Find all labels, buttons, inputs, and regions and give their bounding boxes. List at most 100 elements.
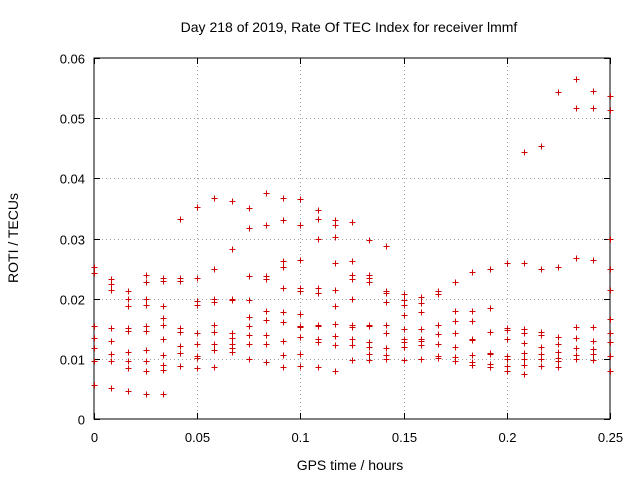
data-point — [143, 368, 150, 375]
data-point — [297, 222, 304, 229]
data-point — [521, 260, 528, 267]
data-point — [607, 368, 614, 375]
data-point — [555, 364, 562, 371]
data-point — [315, 364, 322, 371]
y-axis-label: ROTI / TECUs — [5, 193, 21, 283]
x-tick-label: 0.05 — [185, 430, 210, 445]
data-point — [366, 357, 373, 364]
data-point — [521, 371, 528, 378]
data-point — [383, 290, 390, 297]
y-tick-label: 0.05 — [60, 112, 85, 127]
data-point — [487, 266, 494, 273]
data-point — [452, 330, 459, 337]
data-point — [297, 196, 304, 203]
data-point — [469, 308, 476, 315]
data-point — [332, 234, 339, 241]
data-point — [332, 368, 339, 375]
data-point — [177, 216, 184, 223]
data-point — [401, 291, 408, 298]
data-point — [590, 324, 597, 331]
data-point — [590, 357, 597, 364]
data-point — [469, 352, 476, 359]
data-point — [246, 273, 253, 280]
data-point — [521, 350, 528, 357]
data-point — [332, 222, 339, 229]
data-point — [263, 222, 270, 229]
data-point — [91, 270, 98, 277]
data-point — [469, 337, 476, 344]
data-point — [177, 343, 184, 350]
data-point — [229, 335, 236, 342]
data-point — [418, 342, 425, 349]
data-point — [263, 308, 270, 315]
data-point — [435, 355, 442, 362]
data-point — [573, 356, 580, 363]
data-point — [246, 341, 253, 348]
data-point — [263, 359, 270, 366]
data-point — [211, 195, 218, 202]
data-point — [383, 356, 390, 363]
data-point — [194, 204, 201, 211]
data-point — [452, 344, 459, 351]
data-point — [297, 288, 304, 295]
data-point — [555, 349, 562, 356]
data-point — [590, 351, 597, 358]
data-point — [263, 276, 270, 283]
data-point — [315, 236, 322, 243]
data-point — [555, 358, 562, 365]
data-point — [194, 365, 201, 372]
data-point — [573, 324, 580, 331]
data-point — [143, 347, 150, 354]
data-point — [349, 342, 356, 349]
data-point — [349, 336, 356, 343]
data-point — [607, 287, 614, 294]
data-point — [246, 314, 253, 321]
data-point — [160, 352, 167, 359]
data-point — [590, 88, 597, 95]
data-point — [521, 330, 528, 337]
data-point — [108, 287, 115, 294]
y-tick-label: 0.03 — [60, 233, 85, 248]
chart-title: Day 218 of 2019, Rate Of TEC Index for r… — [181, 19, 518, 35]
data-point — [125, 358, 132, 365]
data-point — [366, 323, 373, 330]
data-point — [194, 302, 201, 309]
data-point — [538, 344, 545, 351]
x-tick-label: 0.2 — [498, 430, 516, 445]
data-point — [194, 341, 201, 348]
data-point — [607, 107, 614, 114]
data-point — [607, 93, 614, 100]
data-point — [504, 336, 511, 343]
data-point — [366, 279, 373, 286]
data-point — [315, 323, 322, 330]
data-point — [590, 105, 597, 112]
data-point — [108, 385, 115, 392]
data-point — [366, 237, 373, 244]
x-tick-label: 0.15 — [392, 430, 417, 445]
data-point — [143, 358, 150, 365]
data-point — [366, 344, 373, 351]
data-point — [160, 336, 167, 343]
data-point — [297, 257, 304, 264]
data-point — [211, 364, 218, 371]
data-point — [246, 356, 253, 363]
data-point — [452, 358, 459, 365]
data-point — [521, 340, 528, 347]
plot-frame — [93, 57, 611, 420]
data-point — [91, 358, 98, 365]
data-point — [143, 328, 150, 335]
data-point — [538, 356, 545, 363]
data-point — [211, 329, 218, 336]
x-tick-label: 0 — [91, 430, 98, 445]
data-point — [315, 207, 322, 214]
data-point — [246, 323, 253, 330]
data-point — [91, 323, 98, 330]
data-point — [229, 349, 236, 356]
y-tick-label: 0.06 — [60, 52, 85, 67]
data-point — [160, 278, 167, 285]
data-point — [91, 264, 98, 271]
data-point — [91, 335, 98, 342]
data-point — [401, 326, 408, 333]
data-point — [246, 297, 253, 304]
data-point — [435, 291, 442, 298]
